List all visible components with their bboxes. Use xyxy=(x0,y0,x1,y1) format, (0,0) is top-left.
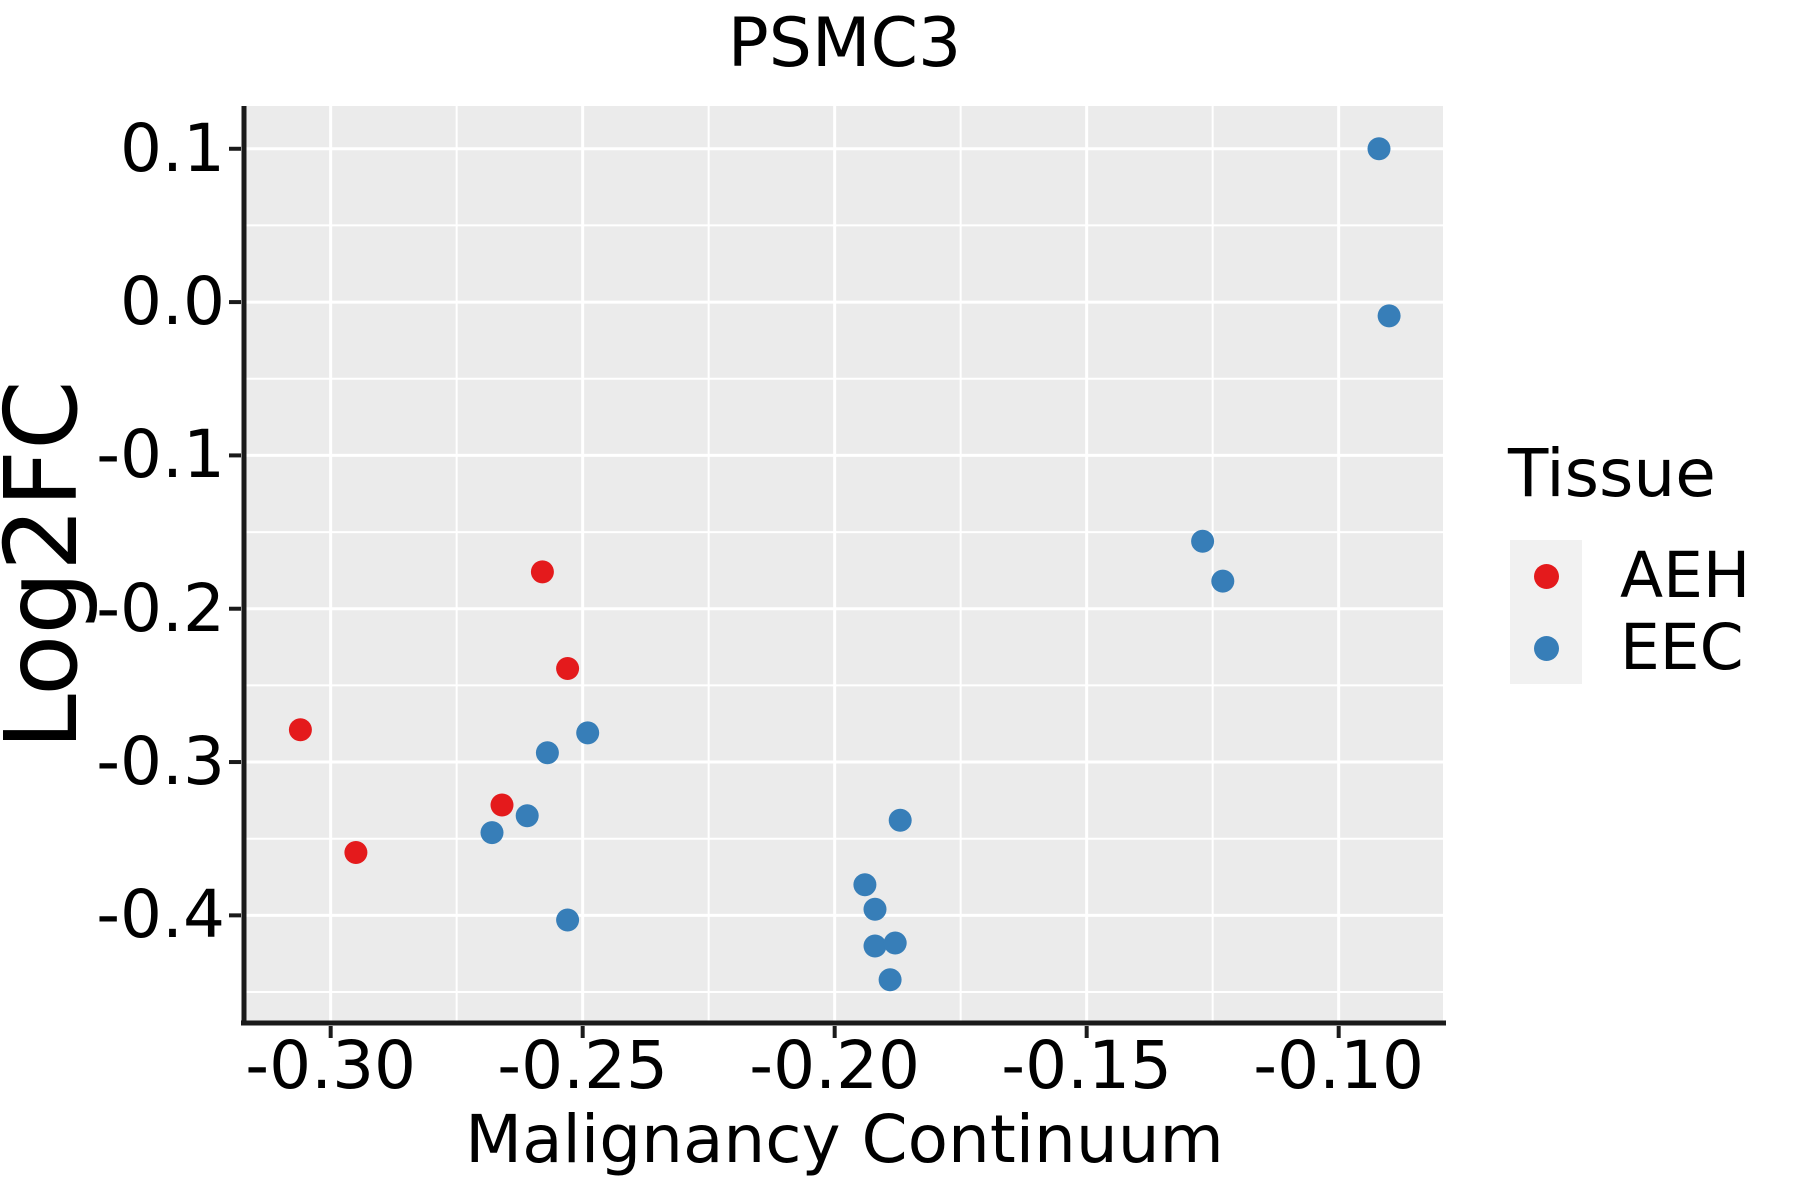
y-tick-label: 0.0 xyxy=(120,263,225,341)
point-eec xyxy=(888,808,912,832)
point-aeh xyxy=(490,793,514,817)
y-tick-label: 0.1 xyxy=(120,109,225,187)
point-aeh xyxy=(344,841,368,864)
plot-title: PSMC3 xyxy=(727,4,962,83)
legend-item-eec: EEC xyxy=(1510,612,1744,684)
x-tick-label: -0.15 xyxy=(1001,1027,1173,1104)
plot-panel xyxy=(246,106,1443,1021)
legend-label-eec: EEC xyxy=(1620,611,1744,684)
y-tick-label: -0.4 xyxy=(96,876,225,954)
x-tick-label: -0.25 xyxy=(497,1027,669,1104)
point-eec xyxy=(1377,304,1401,328)
legend-title: Tissue xyxy=(1508,435,1716,512)
point-eec xyxy=(515,804,539,828)
point-eec xyxy=(1211,569,1235,593)
point-eec xyxy=(853,873,877,897)
point-eec xyxy=(480,821,504,845)
eec-dot-icon xyxy=(1533,635,1559,661)
point-eec xyxy=(863,934,887,958)
point-aeh xyxy=(530,560,554,584)
legend-key xyxy=(1510,540,1582,612)
legend-label-aeh: AEH xyxy=(1620,539,1751,612)
x-tick-label: -0.20 xyxy=(749,1027,921,1104)
point-eec xyxy=(576,721,600,745)
x-axis-label: Malignancy Continuum xyxy=(465,1101,1224,1178)
point-eec xyxy=(883,931,907,955)
point-aeh xyxy=(556,657,580,680)
y-tick-label: -0.1 xyxy=(96,416,225,494)
point-eec xyxy=(878,968,902,992)
point-eec xyxy=(556,908,580,932)
x-tick-label: -0.10 xyxy=(1253,1027,1425,1104)
point-aeh xyxy=(288,718,312,742)
legend-key xyxy=(1510,612,1582,684)
y-tick-label: -0.3 xyxy=(96,723,225,801)
point-eec xyxy=(1367,137,1391,161)
x-tick-label: -0.30 xyxy=(245,1027,417,1104)
point-eec xyxy=(535,741,559,765)
point-eec xyxy=(863,897,887,921)
legend-item-aeh: AEH xyxy=(1510,540,1750,612)
y-tick-label: -0.2 xyxy=(96,569,225,647)
point-eec xyxy=(1191,529,1215,553)
aeh-dot-icon xyxy=(1533,563,1559,589)
